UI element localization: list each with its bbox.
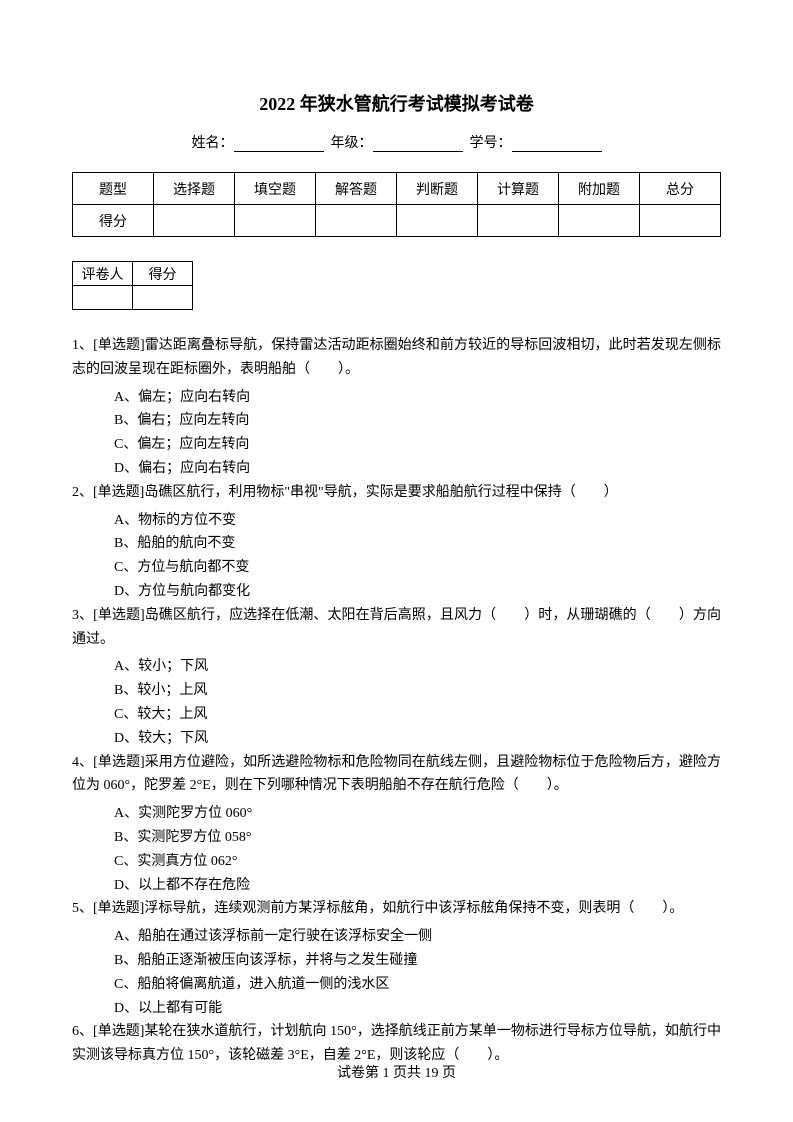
footer-suffix: 页 [439,1066,457,1081]
option: C、船舶将偏离航道，进入航道一侧的浅水区 [114,973,721,997]
id-label: 学号： [470,136,512,151]
header-judge: 判断题 [397,173,478,205]
header-extra: 附加题 [559,173,640,205]
header-total: 总分 [640,173,721,205]
option: B、船舶正逐渐被压向该浮标，并将与之发生碰撞 [114,949,721,973]
question-2: 2、[单选题]岛礁区航行，利用物标"串视"导航，实际是要求船舶航行过程中保持（ … [72,481,721,505]
score-table-header-row: 题型 选择题 填空题 解答题 判断题 计算题 附加题 总分 [73,173,721,205]
name-blank[interactable] [234,138,324,152]
score-cell[interactable] [316,205,397,237]
option: D、较大；下风 [114,727,721,751]
grade-label: 年级： [331,136,373,151]
footer-current-page: 1 [383,1066,390,1081]
option: B、偏右；应向左转向 [114,409,721,433]
question-3: 3、[单选题]岛礁区航行，应选择在低潮、太阳在背后高照，且风力（ ）时，从珊瑚礁… [72,604,721,652]
question-5: 5、[单选题]浮标导航，连续观测前方某浮标舷角，如航行中该浮标舷角保持不变，则表… [72,897,721,921]
score-cell[interactable] [478,205,559,237]
score-table-score-row: 得分 [73,205,721,237]
footer-total-pages: 19 [425,1066,439,1081]
option: C、方位与航向都不变 [114,556,721,580]
header-fill: 填空题 [235,173,316,205]
option: B、船舶的航向不变 [114,532,721,556]
question-1: 1、[单选题]雷达距离叠标导航，保持雷达活动距标圈始终和前方较近的导标回波相切，… [72,334,721,382]
option: C、偏左；应向左转向 [114,433,721,457]
name-label: 姓名： [192,136,234,151]
grader-cell[interactable] [73,286,133,310]
option: A、船舶在通过该浮标前一定行驶在该浮标安全一侧 [114,925,721,949]
score-cell[interactable] [154,205,235,237]
footer-prefix: 试卷第 [337,1066,383,1081]
question-2-options: A、物标的方位不变 B、船舶的航向不变 C、方位与航向都不变 D、方位与航向都变… [114,509,721,604]
score-table: 题型 选择题 填空题 解答题 判断题 计算题 附加题 总分 得分 [72,172,721,237]
grader-label: 评卷人 [73,262,133,286]
option: C、实测真方位 062° [114,850,721,874]
page-footer: 试卷第 1 页共 19 页 [0,1062,793,1082]
grade-blank[interactable] [373,138,463,152]
question-4: 4、[单选题]采用方位避险，如所选避险物标和危险物同在航线左侧，且避险物标位于危… [72,751,721,799]
header-choice: 选择题 [154,173,235,205]
score-cell[interactable] [559,205,640,237]
question-5-options: A、船舶在通过该浮标前一定行驶在该浮标安全一侧 B、船舶正逐渐被压向该浮标，并将… [114,925,721,1020]
grader-score-label: 得分 [133,262,193,286]
score-cell[interactable] [397,205,478,237]
option: A、物标的方位不变 [114,509,721,533]
question-1-options: A、偏左；应向右转向 B、偏右；应向左转向 C、偏左；应向左转向 D、偏右；应向… [114,386,721,481]
option: B、实测陀罗方位 058° [114,826,721,850]
question-3-options: A、较小；下风 B、较小；上风 C、较大；上风 D、较大；下风 [114,655,721,750]
option: D、以上都有可能 [114,997,721,1021]
header-type: 题型 [73,173,154,205]
student-info-line: 姓名： 年级： 学号： [72,132,721,152]
option: A、较小；下风 [114,655,721,679]
header-answer: 解答题 [316,173,397,205]
id-blank[interactable] [512,138,602,152]
option: A、实测陀罗方位 060° [114,802,721,826]
option: D、方位与航向都变化 [114,580,721,604]
option: D、以上都不存在危险 [114,874,721,898]
question-6: 6、[单选题]某轮在狭水道航行，计划航向 150°，选择航线正前方某单一物标进行… [72,1020,721,1068]
exam-title: 2022 年狭水管航行考试模拟考试卷 [72,90,721,116]
header-calc: 计算题 [478,173,559,205]
option: D、偏右；应向右转向 [114,457,721,481]
score-cell[interactable] [235,205,316,237]
option: A、偏左；应向右转向 [114,386,721,410]
grader-score-cell[interactable] [133,286,193,310]
option: B、较小；上风 [114,679,721,703]
score-cell[interactable] [640,205,721,237]
option: C、较大；上风 [114,703,721,727]
question-4-options: A、实测陀罗方位 060° B、实测陀罗方位 058° C、实测真方位 062°… [114,802,721,897]
footer-mid: 页共 [390,1066,425,1081]
score-row-label: 得分 [73,205,154,237]
grader-table: 评卷人 得分 [72,261,193,310]
